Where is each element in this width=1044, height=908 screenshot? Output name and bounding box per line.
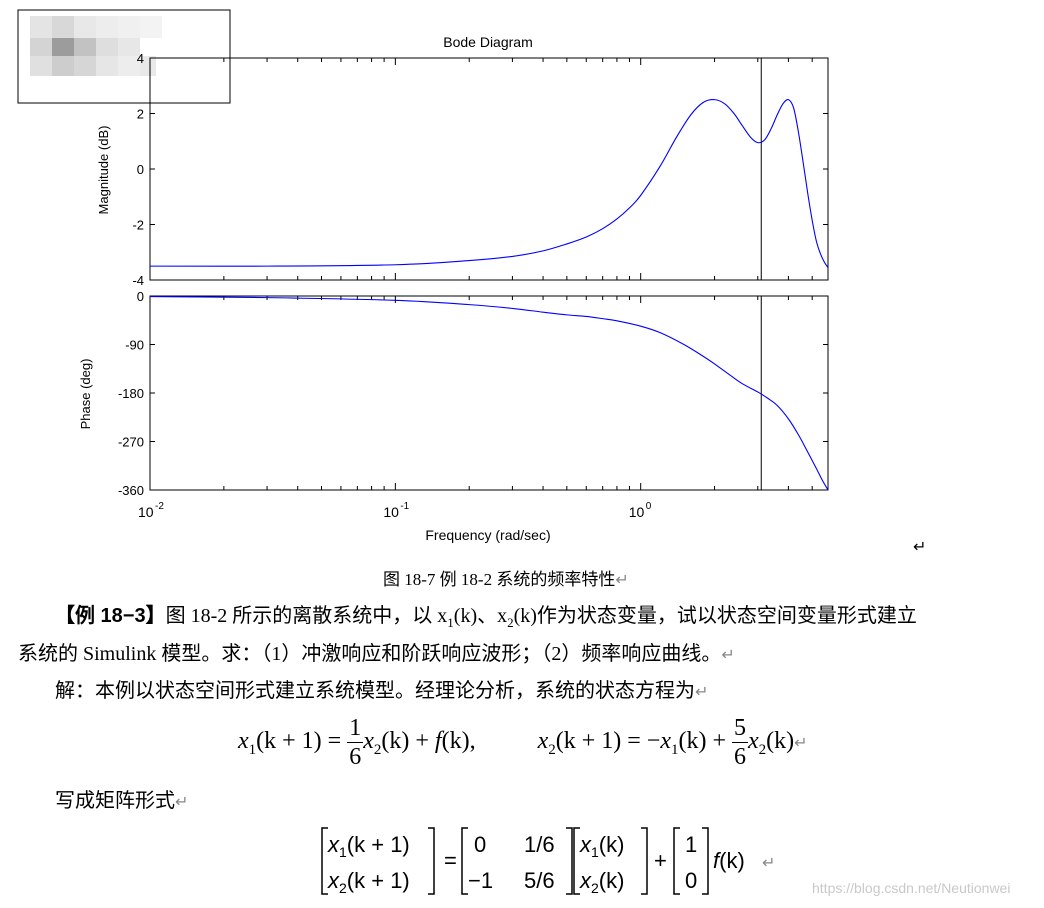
equals-sign: = [444, 848, 457, 873]
paragraph-3: 解：本例以状态空间形式建立系统模型。经理论分析，系统的状态方程为↵ [55, 677, 708, 706]
chart-title: Bode Diagram [443, 34, 533, 50]
p3-text: 解：本例以状态空间形式建立系统模型。经理论分析，系统的状态方程为 [55, 680, 695, 702]
x-tick-exponent: 0 [646, 501, 652, 512]
p2-text: 系统的 Simulink 模型。求：（1）冲激响应和阶跃响应波形；（2）频率响应… [18, 643, 722, 665]
p1-sub-2: 2 [507, 615, 514, 630]
magnitude-series-line [149, 98, 829, 268]
p1-sub-1: 1 [447, 615, 454, 630]
left-bracket [573, 827, 580, 895]
watermark-text: https://blog.csdn.net/Neutionwei [812, 880, 1011, 896]
magnitude-ylabel: Magnitude (dB) [96, 126, 111, 215]
figure-caption: 图 18-7 例 18-2 系统的频率特性↵ [383, 566, 629, 594]
eq1-num: 1 [347, 715, 364, 743]
blurred-logo [17, 9, 231, 104]
right-bracket [702, 827, 709, 895]
eq1-sub: 1 [248, 741, 257, 758]
y-tick-label: -2 [132, 218, 144, 233]
bode-diagram-figure: Bode Diagram 420-2-4 0-90-180-270-36010-… [17, 9, 926, 556]
y-tick-label: -4 [132, 273, 144, 288]
x-row-2: x2(k) [579, 868, 624, 896]
y-tick-label: 2 [137, 107, 144, 122]
eq1-mid-sub: 2 [373, 741, 382, 758]
phase-series-line [149, 295, 829, 491]
eq1-f-arg: (k), [441, 728, 476, 755]
y-tick-label: 0 [137, 289, 144, 304]
return-mark: ↵ [913, 537, 926, 556]
left-bracket [673, 827, 680, 895]
phase-plot-frame [149, 295, 829, 491]
eq2-num: 5 [732, 715, 748, 743]
y-tick-label: 4 [137, 51, 144, 66]
right-bracket [428, 827, 435, 895]
plus-sign: + [654, 848, 667, 873]
eq2-sub: 2 [548, 741, 556, 758]
x-tick-label: 10 [138, 504, 154, 520]
x-tick-exponent: -2 [155, 501, 164, 512]
return-mark: ↵ [615, 570, 629, 589]
eq1-f: f [434, 728, 442, 755]
state-equations: x1(k + 1) = 1 6 x2(k) + f(k), x2(k + 1) = … [238, 716, 808, 769]
eq2-t2-arg: (k) [766, 728, 795, 755]
phase-ylabel: Phase (deg) [78, 359, 93, 430]
eq2-var: x [537, 728, 549, 755]
return-mark: ↵ [695, 682, 709, 701]
left-bracket [321, 827, 328, 895]
eq2-t2-sub: 2 [758, 741, 767, 758]
eq1-mid-arg: (k) + [381, 728, 429, 755]
y-tick-label: -180 [118, 386, 144, 401]
left-bracket [461, 827, 468, 895]
lhs-row-2: x2(k + 1) [327, 868, 410, 896]
p1-text-b: (k)、x [453, 605, 508, 627]
y-tick-label: -270 [118, 435, 144, 450]
input-term: f(k) [713, 848, 745, 873]
eq2-t2-var: x [748, 728, 759, 755]
paragraph-1: 【例 18−3】图 18-2 所示的离散系统中，以 x1(k)、x2(k)作为状… [55, 602, 917, 637]
eq1-var: x [238, 728, 249, 755]
matrix-a-21: −1 [468, 868, 493, 893]
return-mark: ↵ [762, 853, 775, 872]
x-tick-label: 10 [629, 504, 645, 520]
y-tick-label: -90 [125, 338, 144, 353]
matrix-b-1: 1 [685, 832, 697, 857]
eq2-t1-var: x [660, 728, 671, 755]
eq2-den: 6 [734, 744, 746, 770]
eq1-arg: (k + 1) = [256, 728, 342, 755]
return-mark: ↵ [794, 733, 808, 753]
matrix-a-12: 1/6 [524, 832, 555, 857]
equation-1: x1(k + 1) = 1 6 x2(k) + f(k), [238, 716, 482, 769]
magnitude-axes: 4 2 0 -2 -4 [132, 51, 829, 288]
p1-text-a: 图 18-2 所示的离散系统中，以 x [165, 605, 448, 627]
equation-2: x2(k + 1) = −x1(k) + 5 6 x2(k)↵ [537, 716, 808, 769]
paragraph-2: 系统的 Simulink 模型。求：（1）冲激响应和阶跃响应波形；（2）频率响应… [18, 640, 735, 669]
right-bracket [566, 827, 573, 895]
y-tick-label: 0 [137, 162, 144, 177]
p1-text-c: (k)作为状态变量，试以状态空间变量形式建立 [513, 605, 917, 627]
matrix-equation: x1(k + 1) x2(k + 1) = 0 1/6 −1 5/6 x1(k)… [321, 827, 775, 896]
eq2-t1-sub: 1 [670, 741, 679, 758]
right-bracket [641, 827, 648, 895]
x-row-1: x1(k) [579, 832, 624, 860]
x-tick-exponent: -1 [400, 501, 409, 512]
matrix-a-11: 0 [474, 832, 486, 857]
caption-text: 图 18-7 例 18-2 系统的频率特性 [383, 570, 616, 589]
y-tick-label: -360 [118, 483, 144, 498]
p4-text: 写成矩阵形式 [55, 790, 175, 812]
matrix-a-22: 5/6 [524, 868, 555, 893]
eq1-mid-var: x [363, 728, 374, 755]
eq2-arg: (k + 1) = − [555, 728, 661, 755]
eq2-t1-arg: (k) + [678, 728, 726, 755]
x-tick-label: 10 [383, 504, 399, 520]
return-mark: ↵ [721, 645, 735, 664]
eq1-den: 6 [349, 744, 362, 770]
example-label: 【例 18−3】 [55, 605, 166, 627]
matrix-b-2: 0 [685, 868, 697, 893]
return-mark: ↵ [175, 792, 189, 811]
x-axis-label: Frequency (rad/sec) [425, 527, 550, 543]
lhs-row-1: x1(k + 1) [327, 832, 410, 860]
paragraph-4: 写成矩阵形式↵ [55, 787, 188, 816]
magnitude-plot-frame [149, 57, 829, 281]
